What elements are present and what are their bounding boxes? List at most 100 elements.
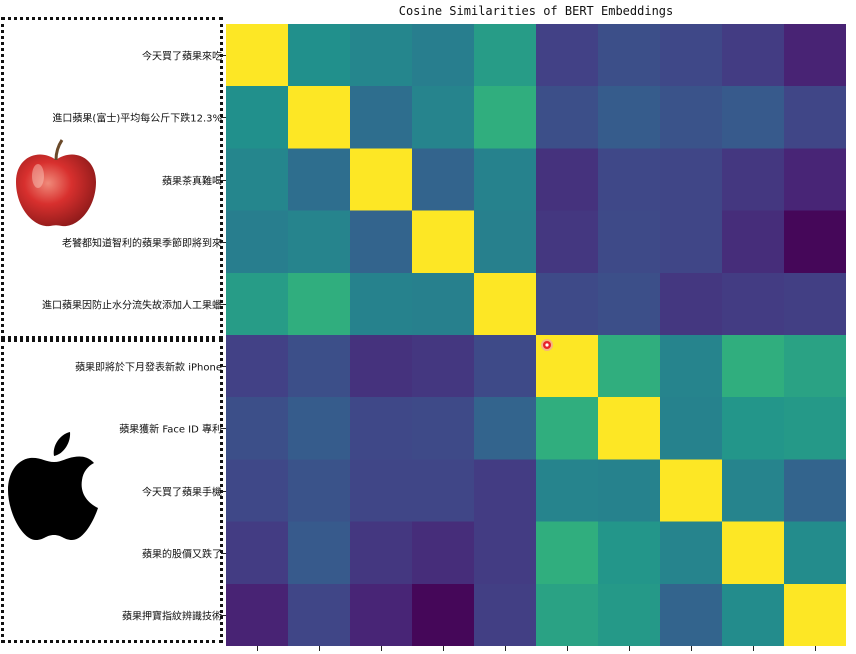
y-axis-tick: [221, 241, 226, 243]
heatmap-cell-r7-c2: [350, 459, 413, 523]
heatmap-cell-r6-c0: [226, 397, 289, 460]
heatmap-cell-r4-c3: [412, 272, 475, 336]
x-axis-tick: [257, 646, 258, 651]
heatmap-cell-r8-c4: [474, 521, 537, 585]
x-axis-tick: [629, 646, 630, 651]
x-axis-tick: [567, 646, 568, 651]
heatmap-cell-r3-c7: [660, 210, 723, 274]
heatmap-cell-r9-c7: [660, 583, 723, 646]
y-axis-tick: [221, 55, 226, 57]
heatmap-cell-r3-c3: [412, 210, 475, 274]
heatmap-cell-r9-c9: [784, 583, 846, 646]
heatmap-cell-r5-c9: [784, 335, 846, 398]
heatmap-cell-r4-c5: [536, 272, 599, 336]
heatmap-cell-r1-c3: [412, 86, 475, 149]
heatmap-cell-r8-c0: [226, 521, 289, 585]
heatmap-cell-r8-c3: [412, 521, 475, 585]
heatmap-cell-r3-c9: [784, 210, 846, 274]
row-tick-label: 今天買了蘋果來吃: [142, 51, 222, 63]
heatmap-cell-r1-c8: [722, 86, 785, 149]
heatmap-cell-r2-c6: [598, 148, 661, 212]
heatmap-cell-r2-c8: [722, 148, 785, 212]
heatmap-cell-r6-c4: [474, 397, 537, 460]
heatmap-cell-r2-c1: [288, 148, 351, 212]
x-axis-tick: [505, 646, 506, 651]
row-tick-label: 今天買了蘋果手機: [142, 487, 222, 498]
heatmap-cell-r5-c0: [226, 335, 289, 398]
heatmap-cell-r0-c8: [722, 24, 785, 87]
heatmap-cell-r3-c1: [288, 210, 351, 274]
heatmap-cell-r7-c8: [722, 459, 785, 523]
x-axis-tick: [319, 646, 320, 651]
y-axis-tick: [221, 428, 226, 430]
heatmap-cell-r3-c0: [226, 210, 289, 274]
x-axis-tick: [753, 646, 754, 651]
heatmap-cell-r1-c7: [660, 86, 723, 149]
fruit-sentence-group-box: [1, 17, 223, 339]
y-axis-tick: [221, 303, 226, 305]
heatmap-cell-r5-c2: [350, 335, 413, 398]
y-axis-tick: [221, 366, 226, 368]
heatmap-cell-r9-c3: [412, 583, 475, 646]
heatmap-cell-r4-c9: [784, 272, 846, 336]
heatmap-cell-r2-c7: [660, 148, 723, 212]
heatmap-cell-r8-c5: [536, 521, 599, 585]
row-tick-label: 進口蘋果(富士)平均每公斤下跌12.3%: [52, 113, 222, 125]
heatmap-cell-r9-c6: [598, 583, 661, 646]
heatmap-cell-r2-c4: [474, 148, 537, 212]
heatmap-cell-r6-c1: [288, 397, 351, 460]
heatmap-cell-r4-c4: [474, 272, 537, 336]
heatmap-cell-r4-c2: [350, 272, 413, 336]
heatmap-cell-r2-c3: [412, 148, 475, 212]
y-axis-tick: [221, 117, 226, 119]
heatmap-cell-r8-c7: [660, 521, 723, 585]
cursor-marker-icon: [541, 339, 553, 351]
heatmap-cell-r8-c9: [784, 521, 846, 585]
heatmap-cell-r9-c1: [288, 583, 351, 646]
heatmap-cell-r9-c2: [350, 583, 413, 646]
heatmap-cell-r5-c3: [412, 335, 475, 398]
heatmap-cell-r0-c0: [226, 24, 289, 87]
heatmap-cell-r1-c2: [350, 86, 413, 149]
heatmap-cell-r6-c6: [598, 397, 661, 460]
row-tick-label: 進口蘋果因防止水分流失故添加人工果蠟: [42, 300, 222, 312]
heatmap-cell-r0-c4: [474, 24, 537, 87]
heatmap-cell-r5-c4: [474, 335, 537, 398]
heatmap-cell-r0-c2: [350, 24, 413, 87]
red-apple-fruit-icon: [16, 139, 96, 227]
heatmap-cell-r8-c6: [598, 521, 661, 585]
heatmap-cell-r6-c5: [536, 397, 599, 460]
heatmap-cell-r2-c0: [226, 148, 289, 212]
x-axis-tick: [691, 646, 692, 651]
heatmap-cell-r8-c8: [722, 521, 785, 585]
x-axis-tick: [443, 646, 444, 651]
heatmap-cell-r5-c8: [722, 335, 785, 398]
heatmap-cell-r1-c1: [288, 86, 351, 149]
y-axis-tick: [221, 179, 226, 181]
heatmap-cell-r0-c9: [784, 24, 846, 87]
heatmap-cell-r1-c4: [474, 86, 537, 149]
heatmap-cell-r7-c1: [288, 459, 351, 523]
heatmap-cell-r7-c0: [226, 459, 289, 523]
heatmap-cell-r3-c4: [474, 210, 537, 274]
heatmap-cell-r1-c9: [784, 86, 846, 149]
heatmap-cell-r7-c6: [598, 459, 661, 523]
heatmap-cell-r8-c2: [350, 521, 413, 585]
heatmap-cell-r6-c8: [722, 397, 785, 460]
heatmap-cell-r9-c4: [474, 583, 537, 646]
row-tick-label: 蘋果茶真難喝: [162, 176, 222, 187]
heatmap-cell-r5-c1: [288, 335, 351, 398]
heatmap-cell-r0-c3: [412, 24, 475, 87]
heatmap-cell-r2-c9: [784, 148, 846, 212]
heatmap-cell-r9-c5: [536, 583, 599, 646]
heatmap-cell-r3-c8: [722, 210, 785, 274]
y-axis-tick: [221, 552, 226, 554]
heatmap-cell-r7-c7: [660, 459, 723, 523]
heatmap-cell-r6-c9: [784, 397, 846, 460]
similarity-heatmap: [226, 24, 846, 646]
x-axis-tick: [381, 646, 382, 651]
heatmap-cell-r3-c6: [598, 210, 661, 274]
row-tick-label: 蘋果的股價又跌了: [142, 549, 222, 561]
heatmap-cell-r5-c7: [660, 335, 723, 398]
heatmap-cell-r6-c2: [350, 397, 413, 460]
